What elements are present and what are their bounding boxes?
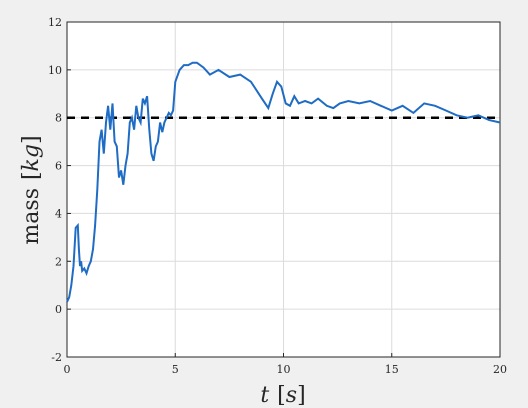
y-tick-label: 10	[48, 64, 62, 77]
x-tick-label: 20	[493, 363, 507, 376]
x-tick-label: 10	[277, 363, 291, 376]
y-axis-ticks: -2 0 2 4 6 8 10 12	[48, 16, 71, 364]
y-axis-unit: kg	[19, 144, 44, 171]
x-axis-unit: s	[286, 383, 297, 408]
y-tick-label: 2	[55, 255, 62, 268]
y-tick-label: 12	[48, 16, 62, 29]
y-tick-label: 4	[55, 207, 62, 220]
y-axis-name: mass	[19, 188, 44, 245]
y-axis-label: mass[kg]	[19, 135, 44, 244]
y-tick-label: 6	[55, 160, 62, 173]
x-tick-label: 15	[385, 363, 399, 376]
x-axis-label: t [s]	[260, 383, 305, 408]
y-tick-label: 8	[55, 112, 62, 125]
y-tick-label: -2	[51, 351, 62, 364]
x-tick-label: 0	[64, 363, 71, 376]
y-tick-label: 0	[55, 303, 62, 316]
x-axis-ticks: 0 5 10 15 20	[64, 353, 507, 376]
x-axis-var: t	[260, 383, 269, 408]
x-tick-label: 5	[172, 363, 179, 376]
series-line	[66, 61, 501, 303]
